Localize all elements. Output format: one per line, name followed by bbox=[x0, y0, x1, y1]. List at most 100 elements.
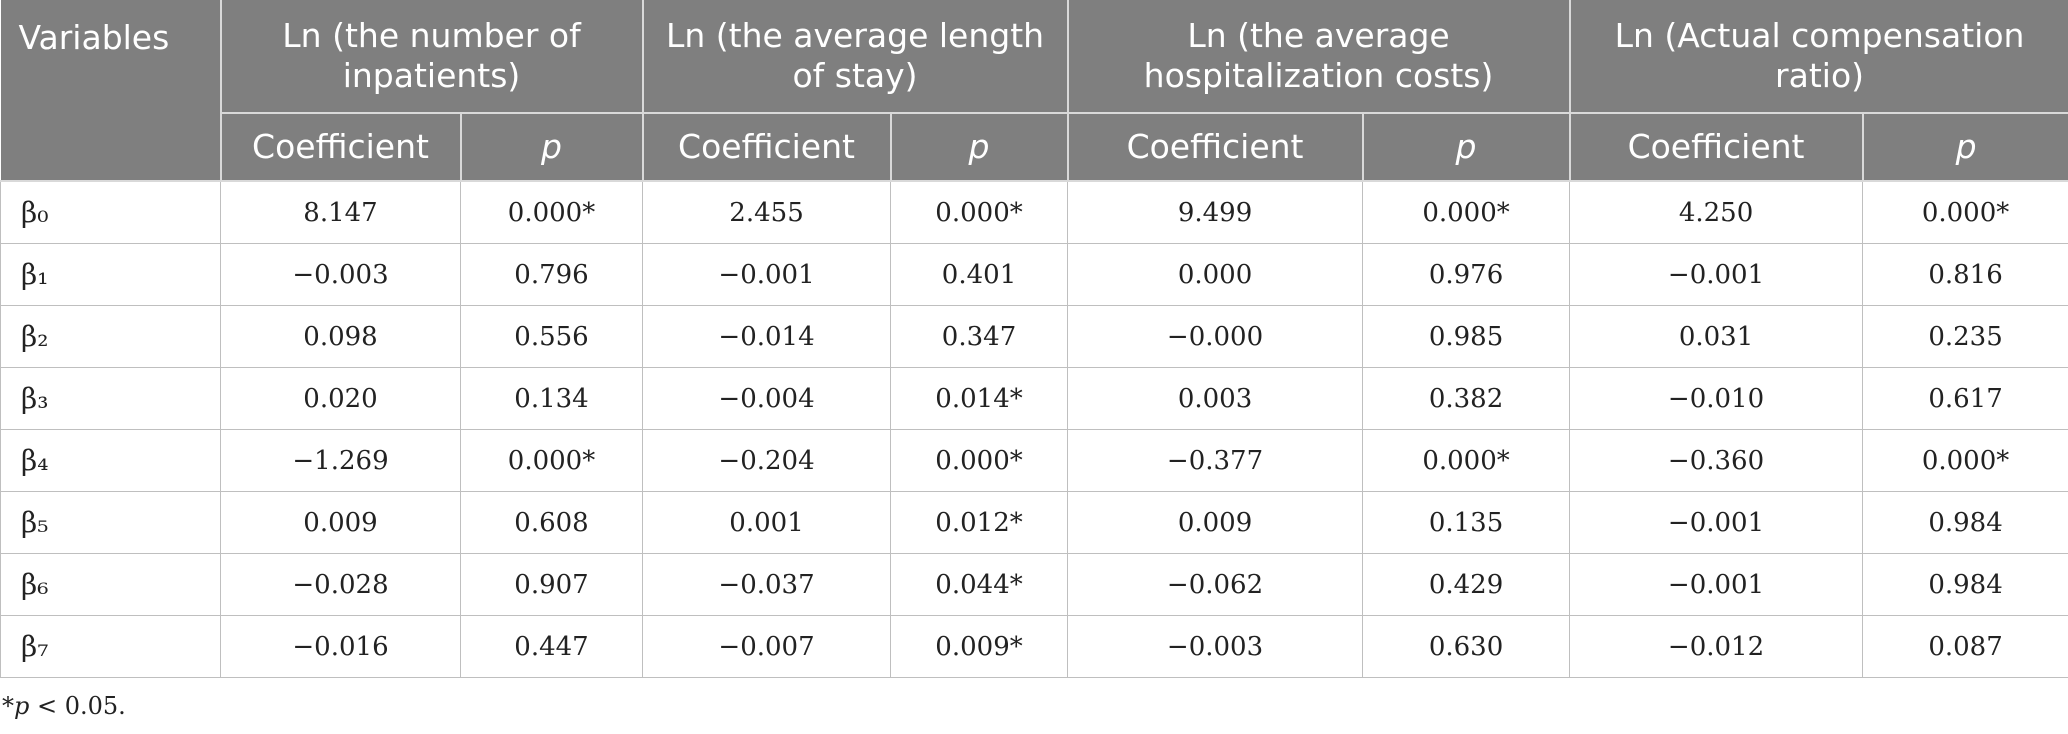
p-value-cell: 0.009* bbox=[890, 615, 1069, 678]
coefficient-cell: −0.062 bbox=[1067, 553, 1364, 616]
table-body: β₀ 8.147 0.000* 2.455 0.000* 9.499 0.000* 4.250… bbox=[0, 181, 2068, 678]
coefficient-cell: 0.001 bbox=[642, 491, 892, 554]
table-row: β₅ 0.009 0.608 0.001 0.012* 0.009 0.135 −0.001 0… bbox=[0, 491, 2068, 554]
p-value-cell: 0.617 bbox=[1862, 367, 2068, 430]
coefficient-cell: 4.250 bbox=[1569, 181, 1864, 244]
footnote-star: * bbox=[2, 692, 14, 720]
table-row: β₇ −0.016 0.447 −0.007 0.009* −0.003 0.630 −0.0… bbox=[0, 615, 2068, 678]
table-row: β₃ 0.020 0.134 −0.004 0.014* 0.003 0.382 −0.010… bbox=[0, 367, 2068, 430]
p-value-cell: 0.000* bbox=[1362, 429, 1571, 492]
p-value-cell: 0.401 bbox=[890, 243, 1069, 306]
p-value-cell: 0.447 bbox=[460, 615, 644, 678]
variable-cell: β₁ bbox=[0, 243, 221, 306]
coefficient-cell: −0.004 bbox=[642, 367, 892, 430]
coefficient-cell: 0.031 bbox=[1569, 305, 1864, 368]
coefficient-cell: 0.000 bbox=[1067, 243, 1364, 306]
coefficient-cell: 8.147 bbox=[220, 181, 461, 244]
coefficient-header: Coefficient bbox=[642, 113, 892, 182]
coefficient-cell: 2.455 bbox=[642, 181, 892, 244]
p-value-cell: 0.907 bbox=[460, 553, 644, 616]
coefficient-cell: −0.037 bbox=[642, 553, 892, 616]
sub-header-row: Coefficient p Coefficient p Coefficient … bbox=[1, 113, 2068, 182]
p-value-cell: 0.429 bbox=[1362, 553, 1571, 616]
coefficient-cell: 0.009 bbox=[1067, 491, 1364, 554]
variables-header: Variables bbox=[0, 0, 222, 182]
p-value-cell: 0.796 bbox=[460, 243, 644, 306]
coefficient-cell: −0.204 bbox=[642, 429, 892, 492]
variable-cell: β₇ bbox=[0, 615, 221, 678]
group-header-compensation-ratio: Ln (Actual compensation ratio) bbox=[1569, 0, 2068, 114]
coefficient-cell: −0.000 bbox=[1067, 305, 1364, 368]
coefficient-cell: −0.007 bbox=[642, 615, 892, 678]
p-value-cell: 0.000* bbox=[1362, 181, 1571, 244]
group-header-row: Variables Ln (the number of inpatients) … bbox=[0, 0, 2068, 182]
table-row: β₀ 8.147 0.000* 2.455 0.000* 9.499 0.000* 4.250… bbox=[0, 181, 2068, 244]
p-value-header: p bbox=[1362, 113, 1571, 182]
p-value-cell: 0.134 bbox=[460, 367, 644, 430]
table-row: β₄ −1.269 0.000* −0.204 0.000* −0.377 0.000* −0… bbox=[0, 429, 2068, 492]
p-value-header: p bbox=[1862, 113, 2068, 182]
coefficient-cell: 0.098 bbox=[220, 305, 461, 368]
p-value-header: p bbox=[890, 113, 1069, 182]
group-header-inpatients: Ln (the number of inpatients) bbox=[220, 0, 644, 114]
p-value-cell: 0.014* bbox=[890, 367, 1069, 430]
variable-cell: β₄ bbox=[0, 429, 221, 492]
coefficient-cell: −0.377 bbox=[1067, 429, 1364, 492]
coefficient-cell: −0.001 bbox=[1569, 243, 1864, 306]
p-value-cell: 0.000* bbox=[890, 429, 1069, 492]
p-value-cell: 0.044* bbox=[890, 553, 1069, 616]
coefficient-header: Coefficient bbox=[220, 113, 462, 182]
coefficient-cell: −0.012 bbox=[1569, 615, 1864, 678]
coefficient-header: Coefficient bbox=[1569, 113, 1864, 182]
p-value-cell: 0.000* bbox=[890, 181, 1069, 244]
coefficient-cell: −0.001 bbox=[1569, 553, 1864, 616]
coefficient-cell: 0.009 bbox=[220, 491, 461, 554]
p-value-header: p bbox=[460, 113, 644, 182]
coefficient-cell: −0.010 bbox=[1569, 367, 1864, 430]
coefficient-cell: 0.003 bbox=[1067, 367, 1364, 430]
coefficient-cell: −0.003 bbox=[1067, 615, 1364, 678]
variable-cell: β₀ bbox=[0, 181, 221, 244]
regression-results-table: Variables Ln (the number of inpatients) … bbox=[0, 0, 2068, 678]
variable-cell: β₆ bbox=[0, 553, 221, 616]
p-value-cell: 0.608 bbox=[460, 491, 644, 554]
table-row: β₆ −0.028 0.907 −0.037 0.044* −0.062 0.429 −0.0… bbox=[0, 553, 2068, 616]
coefficient-cell: −0.360 bbox=[1569, 429, 1864, 492]
p-value-cell: 0.630 bbox=[1362, 615, 1571, 678]
variable-cell: β₃ bbox=[0, 367, 221, 430]
coefficient-cell: −0.001 bbox=[642, 243, 892, 306]
p-value-cell: 0.000* bbox=[1862, 181, 2068, 244]
variable-cell: β₂ bbox=[0, 305, 221, 368]
p-value-cell: 0.347 bbox=[890, 305, 1069, 368]
p-value-cell: 0.135 bbox=[1362, 491, 1571, 554]
table-row: β₁ −0.003 0.796 −0.001 0.401 0.000 0.976 −0.001… bbox=[0, 243, 2068, 306]
p-value-cell: 0.984 bbox=[1862, 553, 2068, 616]
group-header-hospitalization-costs: Ln (the average hospitalization costs) bbox=[1067, 0, 1571, 114]
coefficient-cell: −0.014 bbox=[642, 305, 892, 368]
p-value-cell: 0.556 bbox=[460, 305, 644, 368]
table-row: β₂ 0.098 0.556 −0.014 0.347 −0.000 0.985 0.031 0… bbox=[0, 305, 2068, 368]
p-value-cell: 0.816 bbox=[1862, 243, 2068, 306]
p-value-cell: 0.000* bbox=[1862, 429, 2068, 492]
p-value-cell: 0.087 bbox=[1862, 615, 2068, 678]
p-value-cell: 0.000* bbox=[460, 181, 644, 244]
p-value-cell: 0.382 bbox=[1362, 367, 1571, 430]
p-value-cell: 0.235 bbox=[1862, 305, 2068, 368]
significance-footnote: *p < 0.05. bbox=[2, 692, 126, 720]
p-value-cell: 0.985 bbox=[1362, 305, 1571, 368]
coefficient-header: Coefficient bbox=[1067, 113, 1364, 182]
coefficient-cell: −0.028 bbox=[220, 553, 461, 616]
group-header-length-of-stay: Ln (the average length of stay) bbox=[642, 0, 1069, 114]
p-value-cell: 0.000* bbox=[460, 429, 644, 492]
p-value-cell: 0.976 bbox=[1362, 243, 1571, 306]
footnote-text: < 0.05. bbox=[29, 692, 126, 720]
coefficient-cell: −1.269 bbox=[220, 429, 461, 492]
coefficient-cell: −0.003 bbox=[220, 243, 461, 306]
p-value-cell: 0.012* bbox=[890, 491, 1069, 554]
coefficient-cell: 9.499 bbox=[1067, 181, 1364, 244]
footnote-p: p bbox=[14, 692, 30, 720]
variable-cell: β₅ bbox=[0, 491, 221, 554]
coefficient-cell: −0.016 bbox=[220, 615, 461, 678]
p-value-cell: 0.984 bbox=[1862, 491, 2068, 554]
